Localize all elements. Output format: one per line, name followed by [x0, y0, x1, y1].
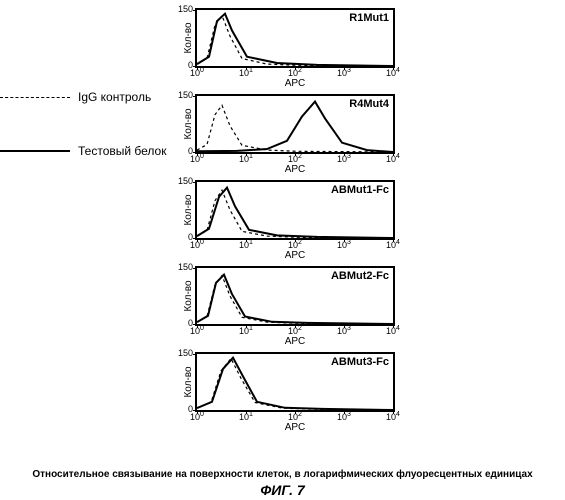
legend-line-test [0, 150, 70, 152]
legend-item-control: IgG контроль [0, 90, 180, 104]
panel-label: ABMut1-Fc [331, 184, 389, 196]
figure-page: IgG контроль Тестовый белок R1Mut1Кол-во… [0, 0, 565, 500]
panel-0: R1Mut1Кол-воAPC0150100101102103104 [195, 8, 395, 68]
legend: IgG контроль Тестовый белок [0, 90, 180, 188]
figure-label: ФИГ. 7 [0, 482, 565, 498]
caption: Относительное связывание на поверхности … [0, 469, 565, 480]
y-axis-label: Кол-во [183, 280, 194, 311]
legend-label-test: Тестовый белок [78, 144, 166, 158]
y-tick: 150 [171, 90, 193, 100]
curve-control [197, 190, 393, 238]
y-tick: 150 [171, 348, 193, 358]
y-tick: 150 [171, 262, 193, 272]
panel-label: ABMut2-Fc [331, 270, 389, 282]
y-axis-label: Кол-во [183, 108, 194, 139]
panel-label: ABMut3-Fc [331, 356, 389, 368]
panels-column: R1Mut1Кол-воAPC0150100101102103104 R4Mut4… [195, 8, 495, 438]
panel-label: R1Mut1 [349, 12, 389, 24]
x-axis-label: APC [285, 422, 306, 433]
x-axis-label: APC [285, 336, 306, 347]
panel-3: ABMut2-FcКол-воAPC0150100101102103104 [195, 266, 395, 326]
y-tick: 150 [171, 176, 193, 186]
x-axis-label: APC [285, 164, 306, 175]
panel-4: ABMut3-FcКол-воAPC0150100101102103104 [195, 352, 395, 412]
y-axis-label: Кол-во [183, 22, 194, 53]
panel-2: ABMut1-FcКол-воAPC0150100101102103104 [195, 180, 395, 240]
panel-1: R4Mut4Кол-воAPC0150100101102103104 [195, 94, 395, 154]
curve-test [197, 275, 393, 324]
y-axis-label: Кол-во [183, 366, 194, 397]
legend-label-control: IgG контроль [78, 90, 151, 104]
legend-item-test: Тестовый белок [0, 144, 180, 158]
panel-label: R4Mut4 [349, 98, 389, 110]
x-axis-label: APC [285, 250, 306, 261]
y-axis-label: Кол-во [183, 194, 194, 225]
legend-line-control [0, 97, 70, 98]
y-tick: 150 [171, 4, 193, 14]
x-axis-label: APC [285, 78, 306, 89]
